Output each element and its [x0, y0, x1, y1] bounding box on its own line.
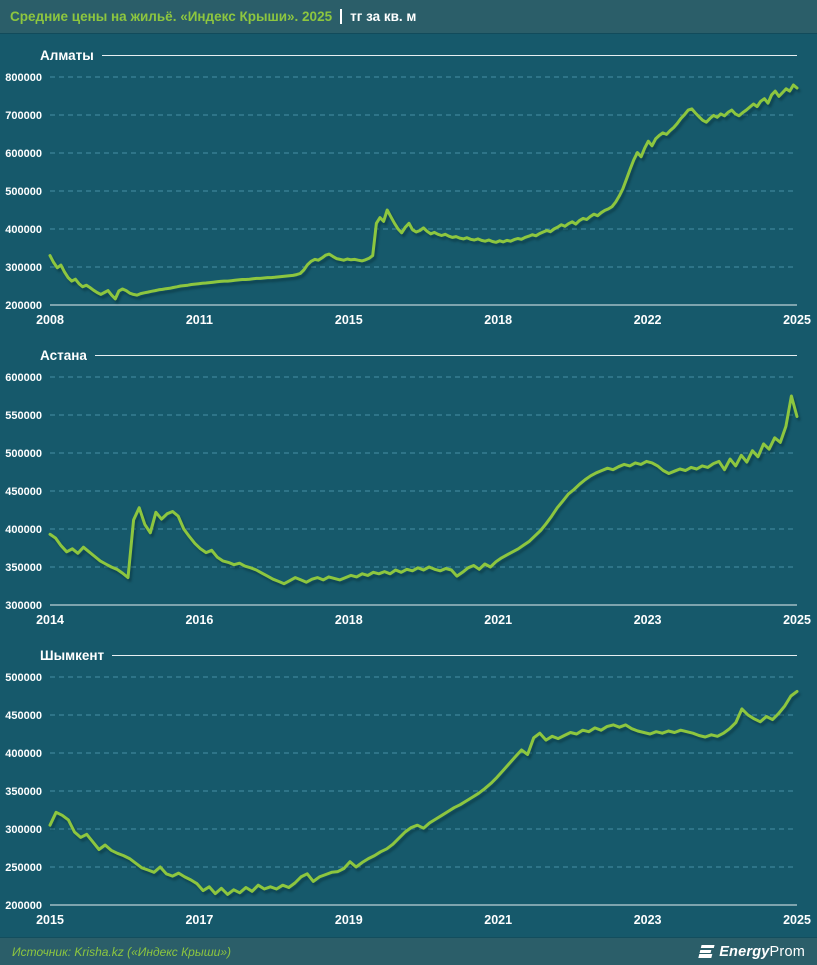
y-tick-label: 500000 [5, 448, 42, 460]
chart-header: Шымкент [0, 645, 817, 665]
x-tick-label: 2025 [783, 913, 811, 927]
x-tick-label: 2023 [634, 913, 662, 927]
x-tick-label: 2021 [484, 913, 512, 927]
y-tick-label: 300000 [5, 824, 42, 836]
y-tick-label: 200000 [5, 300, 42, 312]
chart-title-rule [101, 54, 797, 56]
x-tick-label: 2017 [185, 913, 213, 927]
energyprom-logo: EnergyProm [698, 943, 805, 960]
x-tick-label: 2008 [36, 313, 64, 327]
astana-price-chart: 600000 550000 500000 450000 400000 350000 3000… [5, 372, 811, 627]
y-tick-label: 450000 [5, 486, 42, 498]
chart-title-rule [94, 354, 797, 356]
y-tick-label: 600000 [5, 372, 42, 384]
y-tick-label: 300000 [5, 262, 42, 274]
x-tick-label: 2022 [634, 313, 662, 327]
chart-header: Астана [0, 345, 817, 365]
page-title: Средние цены на жильё. «Индекс Крыши». 2… [10, 9, 333, 24]
y-tick-label: 400000 [5, 224, 42, 236]
x-tick-label: 2011 [186, 313, 213, 327]
footer-bar: Источник: Krisha.kz («Индекс Крыши») Ene… [0, 938, 817, 965]
chart-section-shymkent: Шымкент 500000 450000 400000 350000 300000 25… [0, 645, 817, 931]
x-tick-label: 2014 [36, 613, 64, 627]
title-divider [340, 9, 343, 24]
almaty-price-chart: 800000 700000 600000 500000 400000 300000 2000… [5, 72, 811, 327]
x-tick-label: 2015 [36, 913, 64, 927]
y-tick-label: 600000 [5, 148, 42, 160]
chart-title-almaty: Алматы [40, 47, 94, 63]
x-tick-label: 2023 [634, 613, 662, 627]
chart-section-almaty: Алматы 800000 700000 600000 500000 400000 300… [0, 45, 817, 331]
source-note: Источник: Krisha.kz («Индекс Крыши») [12, 944, 231, 959]
page-title-unit: тг за кв. м [350, 9, 417, 24]
y-tick-label: 400000 [5, 524, 42, 536]
y-tick-label: 350000 [5, 786, 42, 798]
energyprom-logo-text: EnergyProm [719, 943, 805, 960]
price-series-line [48, 83, 799, 301]
x-tick-label: 2018 [335, 613, 363, 627]
price-series-line [48, 689, 799, 896]
charts-container: Алматы 800000 700000 600000 500000 400000 300… [0, 45, 817, 931]
x-tick-label: 2025 [783, 613, 811, 627]
y-tick-label: 500000 [5, 186, 42, 198]
x-tick-label: 2018 [484, 313, 512, 327]
chart-header: Алматы [0, 45, 817, 65]
x-tick-label: 2015 [335, 313, 363, 327]
x-tick-label: 2019 [335, 913, 363, 927]
y-tick-label: 700000 [5, 110, 42, 122]
shymkent-price-chart: 500000 450000 400000 350000 300000 250000 2000… [5, 672, 811, 927]
y-tick-label: 450000 [5, 710, 42, 722]
y-tick-label: 550000 [5, 410, 42, 422]
chart-section-astana: Астана 600000 550000 500000 450000 400000 350… [0, 345, 817, 631]
y-tick-label: 500000 [5, 672, 42, 684]
chart-title-shymkent: Шымкент [40, 647, 105, 663]
y-tick-label: 200000 [5, 900, 42, 912]
chart-title-astana: Астана [40, 347, 87, 363]
y-tick-label: 800000 [5, 72, 42, 84]
price-series-line [48, 394, 799, 586]
chart-title-rule [112, 654, 797, 656]
x-tick-label: 2025 [783, 313, 811, 327]
y-tick-label: 300000 [5, 600, 42, 612]
y-tick-label: 350000 [5, 562, 42, 574]
energyprom-logo-icon [698, 945, 715, 958]
x-tick-label: 2016 [185, 613, 213, 627]
title-bar: Средние цены на жильё. «Индекс Крыши». 2… [0, 0, 817, 33]
y-tick-label: 250000 [5, 862, 42, 874]
x-tick-label: 2021 [484, 613, 512, 627]
y-tick-label: 400000 [5, 748, 42, 760]
